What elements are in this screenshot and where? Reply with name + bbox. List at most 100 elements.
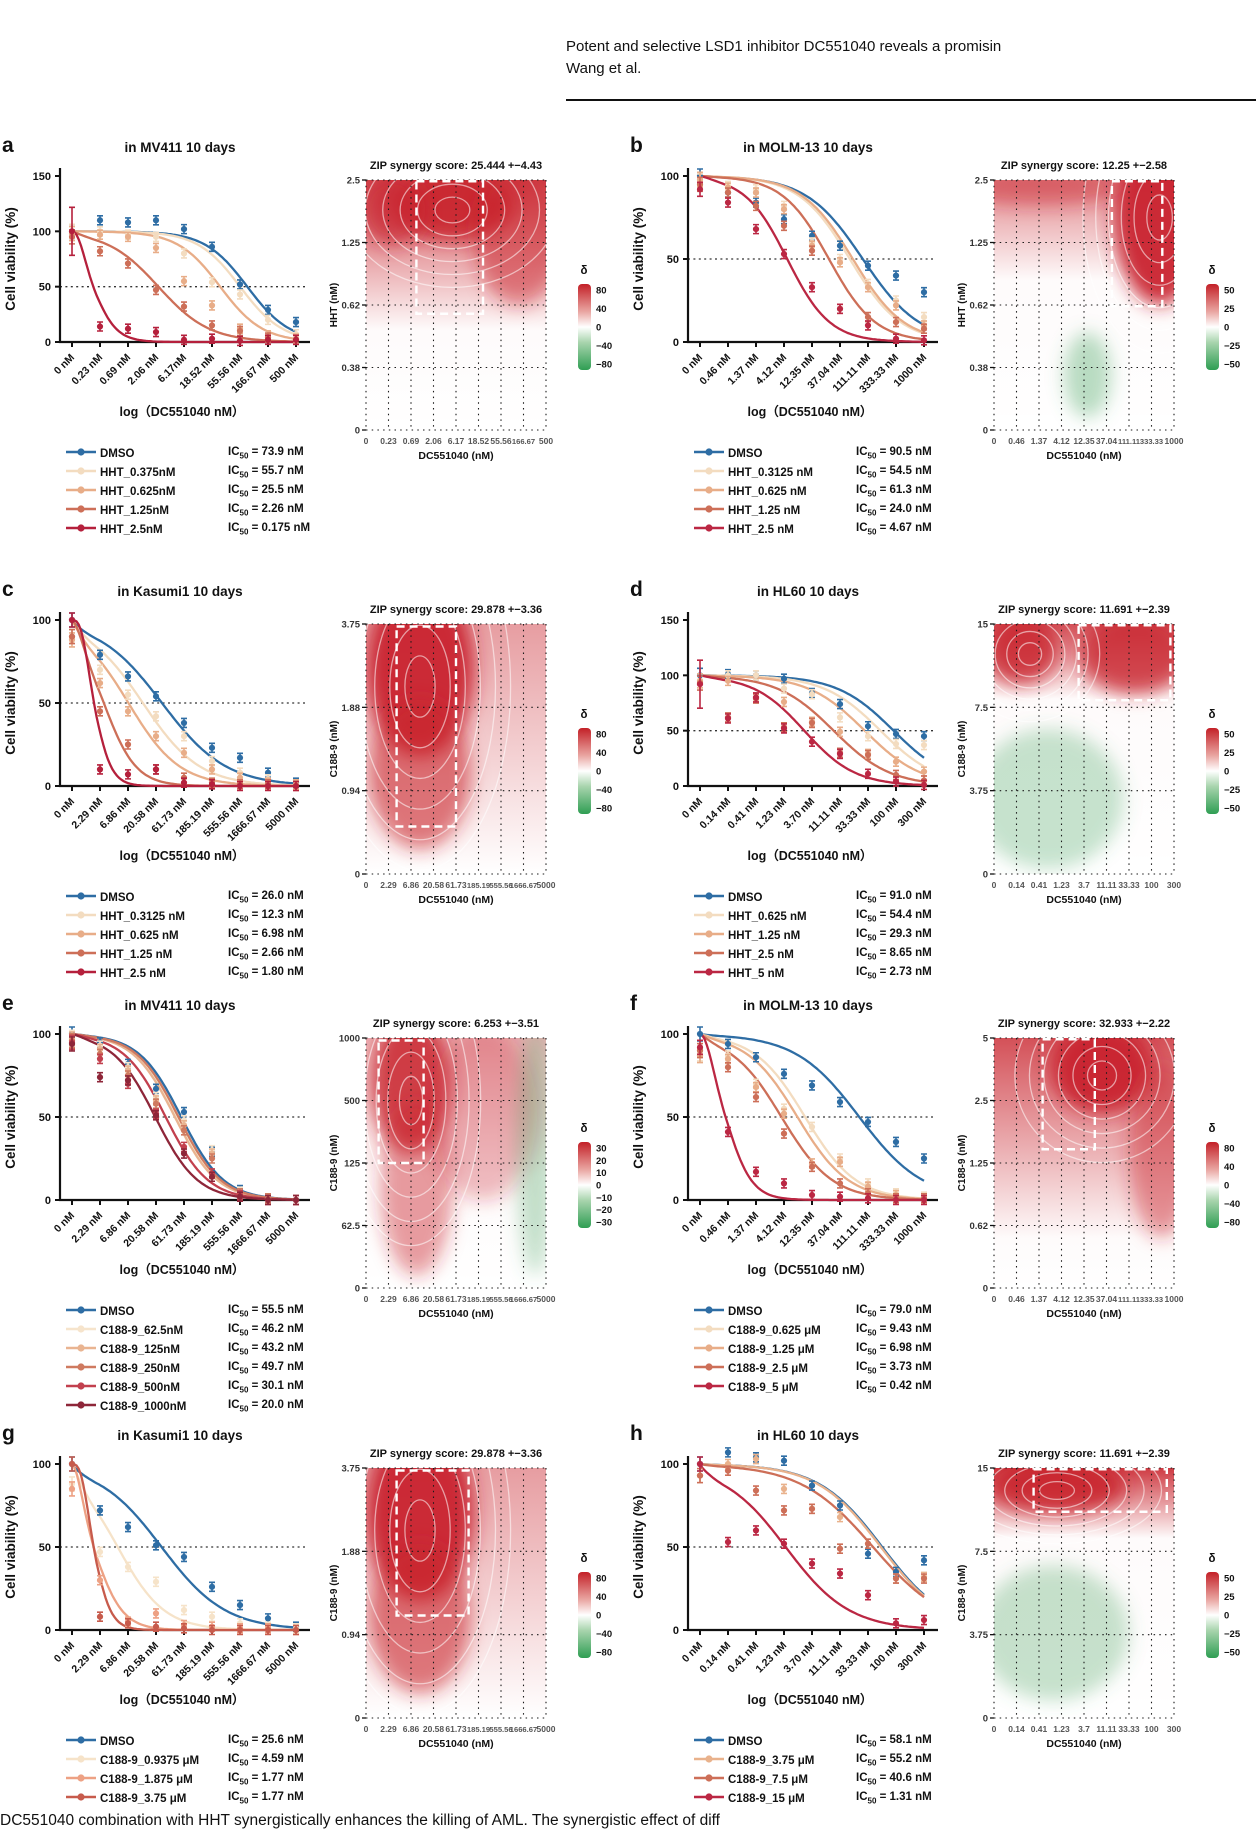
x-axis-label: log（DC551040 nM） xyxy=(747,848,872,863)
svg-text:300: 300 xyxy=(1167,880,1181,890)
svg-text:0: 0 xyxy=(1224,323,1229,334)
panel-title: in Kasumi1 10 days xyxy=(117,1428,243,1443)
svg-text:−25: −25 xyxy=(1224,341,1241,352)
series-marker-icon xyxy=(692,909,728,924)
svg-text:7.5: 7.5 xyxy=(975,703,989,714)
svg-text:5000: 5000 xyxy=(537,880,556,890)
legend-row: HHT_0.3125 nM IC50 = 12.3 nM xyxy=(64,907,304,926)
series-label: C188-9_500nM xyxy=(100,1381,180,1394)
series-label: C188-9_7.5 μM xyxy=(728,1773,808,1786)
series-label: HHT_2.5 nM xyxy=(728,523,794,536)
series-ic50: IC50 = 2.66 nM xyxy=(228,947,304,962)
series-label: DMSO xyxy=(100,1305,135,1318)
svg-text:15: 15 xyxy=(977,620,988,631)
svg-text:0.69: 0.69 xyxy=(403,436,420,446)
svg-text:1666.67: 1666.67 xyxy=(510,1725,537,1734)
series-marker-icon xyxy=(692,522,728,537)
y-axis-label: Cell viability (%) xyxy=(3,1065,18,1169)
series-ic50: IC50 = 90.5 nM xyxy=(856,446,932,461)
svg-text:−25: −25 xyxy=(1224,785,1241,796)
svg-text:100: 100 xyxy=(661,1459,679,1471)
series-marker-icon xyxy=(64,909,100,924)
series-ic50: IC50 = 24.0 nM xyxy=(856,503,932,518)
series-marker-icon xyxy=(64,1734,100,1749)
series-label: HHT_0.625 nM xyxy=(728,910,807,923)
svg-text:0.94: 0.94 xyxy=(342,1630,361,1641)
x-axis-label: log（DC551040 nM） xyxy=(119,404,244,419)
x-axis-label: log（DC551040 nM） xyxy=(119,1692,244,1707)
svg-text:0: 0 xyxy=(355,426,360,437)
y-axis-label: Cell viability (%) xyxy=(631,651,646,755)
panel-title: in HL60 10 days xyxy=(756,1428,860,1443)
legend-row: C188-9_7.5 μM IC50 = 40.6 nM xyxy=(692,1770,932,1789)
legend-row: C188-9_125nM IC50 = 43.2 nM xyxy=(64,1340,304,1359)
svg-text:100: 100 xyxy=(661,670,679,682)
svg-text:33.33: 33.33 xyxy=(1118,880,1140,890)
series-ic50: IC50 = 43.2 nM xyxy=(228,1342,304,1357)
zip-synergy-score: ZIP synergy score: 6.253 +−3.51 xyxy=(373,1018,539,1030)
svg-text:4.12: 4.12 xyxy=(1053,436,1070,446)
panel-d: d in HL60 10 days 150 100 50 0 Cell viability … xyxy=(628,574,1256,994)
legend-row: HHT_2.5 nM IC50 = 8.65 nM xyxy=(692,945,932,964)
svg-text:0: 0 xyxy=(45,781,51,793)
svg-text:0: 0 xyxy=(673,781,679,793)
svg-text:111.11: 111.11 xyxy=(1118,437,1141,446)
svg-text:0: 0 xyxy=(992,880,997,890)
legend-row: HHT_0.625 nM IC50 = 54.4 nM xyxy=(692,907,932,926)
series-label: C188-9_3.75 μM xyxy=(100,1792,187,1805)
svg-text:3.7: 3.7 xyxy=(1078,1724,1090,1734)
svg-text:50: 50 xyxy=(39,1112,51,1124)
svg-text:1.25: 1.25 xyxy=(342,238,361,249)
series-ic50: IC50 = 12.3 nM xyxy=(228,909,304,924)
series-legend: DMSO IC50 = 55.5 nM C188-9_62.5nM IC50 = 46… xyxy=(64,1302,304,1416)
series-label: HHT_0.3125 nM xyxy=(728,466,814,479)
svg-text:100: 100 xyxy=(33,615,51,627)
series-label: HHT_0.625nM xyxy=(100,485,176,498)
series-marker-icon xyxy=(692,1753,728,1768)
svg-text:0.46: 0.46 xyxy=(1008,436,1025,446)
panel-letter: h xyxy=(630,1422,643,1445)
svg-text:37.04: 37.04 xyxy=(1096,1294,1118,1304)
svg-text:25: 25 xyxy=(1224,748,1235,759)
panel-title: in HL60 10 days xyxy=(756,584,860,599)
svg-text:5: 5 xyxy=(983,1034,989,1045)
svg-text:6.17: 6.17 xyxy=(448,436,465,446)
heatmap-y-axis-label: C188-9 (nM) xyxy=(329,1135,340,1192)
svg-text:55.56: 55.56 xyxy=(490,436,512,446)
svg-text:11.11: 11.11 xyxy=(1096,1724,1117,1734)
series-marker-icon xyxy=(64,522,100,537)
svg-text:15: 15 xyxy=(977,1464,988,1475)
svg-text:20.58: 20.58 xyxy=(423,1724,445,1734)
series-label: HHT_2.5 nM xyxy=(728,948,794,961)
svg-text:−80: −80 xyxy=(1224,1218,1240,1229)
svg-text:555.56: 555.56 xyxy=(489,1295,512,1304)
svg-text:0 nM: 0 nM xyxy=(52,1209,78,1235)
zip-synergy-heatmap: ZIP synergy score: 12.25 +−2.58 2.5 1.25 0.… xyxy=(957,160,1241,462)
svg-text:−40: −40 xyxy=(596,1629,612,1640)
svg-text:0: 0 xyxy=(355,1284,360,1295)
panel-e: e in MV411 10 days 100 50 0 Cell viability (%… xyxy=(0,988,628,1414)
series-label: DMSO xyxy=(100,447,135,460)
svg-text:1000: 1000 xyxy=(1165,436,1184,446)
svg-text:100: 100 xyxy=(33,1459,51,1471)
series-label: C188-9_3.75 μM xyxy=(728,1754,815,1767)
svg-text:0 nM: 0 nM xyxy=(680,1639,706,1665)
svg-text:0: 0 xyxy=(983,1714,988,1725)
svg-text:10: 10 xyxy=(596,1168,607,1179)
running-title: Potent and selective LSD1 inhibitor DC55… xyxy=(566,38,1002,55)
svg-text:500: 500 xyxy=(539,436,553,446)
svg-text:0: 0 xyxy=(992,1724,997,1734)
legend-row: HHT_2.5 nM IC50 = 4.67 nM xyxy=(692,520,932,539)
y-axis-label: Cell viability (%) xyxy=(631,207,646,311)
series-label: C188-9_5 μM xyxy=(728,1381,799,1394)
svg-text:80: 80 xyxy=(596,730,607,741)
series-label: DMSO xyxy=(100,891,135,904)
svg-text:33.33: 33.33 xyxy=(1118,1724,1140,1734)
svg-text:0 nM: 0 nM xyxy=(52,351,78,377)
zip-synergy-heatmap: ZIP synergy score: 29.878 +−3.36 3.75 1.88… xyxy=(329,604,612,906)
series-legend: DMSO IC50 = 73.9 nM HHT_0.375nM IC50 = 55.7… xyxy=(64,444,310,539)
